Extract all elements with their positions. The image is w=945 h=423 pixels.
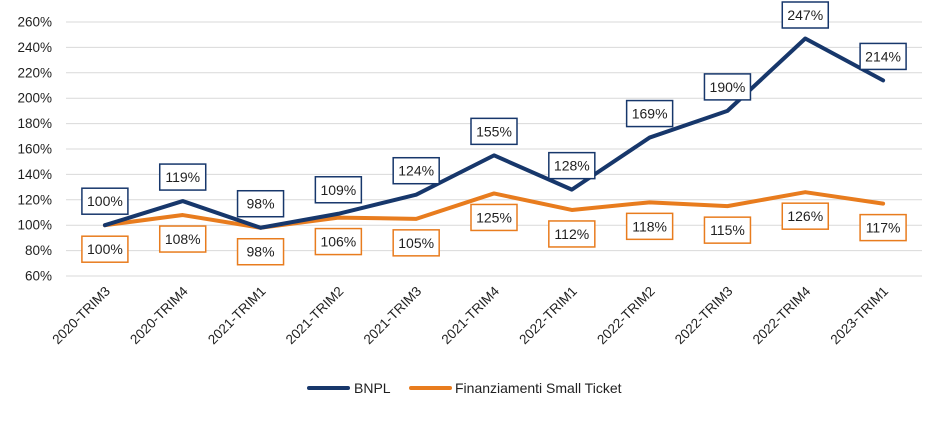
y-tick-label: 80%	[25, 243, 52, 258]
y-tick-label: 140%	[17, 167, 52, 182]
y-tick-label: 60%	[25, 269, 52, 284]
x-tick-label: 2021-TRIM1	[205, 284, 269, 348]
data-label-box: 169%	[627, 101, 673, 127]
x-tick-label: 2021-TRIM3	[361, 284, 425, 348]
y-tick-label: 240%	[17, 40, 52, 55]
data-label-box: 112%	[549, 221, 595, 247]
data-label: 112%	[554, 226, 589, 242]
data-label-box: 119%	[160, 164, 206, 190]
data-label: 128%	[554, 158, 590, 174]
data-label: 100%	[87, 241, 123, 257]
data-label: 118%	[632, 218, 667, 234]
data-label-box: 128%	[549, 153, 595, 179]
data-label-box: 125%	[471, 204, 517, 230]
data-label: 117%	[866, 220, 901, 236]
data-label: 106%	[320, 234, 356, 250]
y-tick-label: 120%	[17, 192, 52, 207]
x-tick-label: 2022-TRIM4	[750, 283, 814, 347]
y-tick-label: 200%	[17, 91, 52, 106]
data-label: 169%	[632, 106, 668, 122]
data-label: 247%	[787, 7, 823, 23]
legend-label: Finanziamenti Small Ticket	[455, 380, 622, 396]
legend-item-bnpl: BNPL	[309, 380, 391, 396]
x-tick-label: 2023-TRIM1	[828, 284, 892, 348]
data-label: 115%	[710, 222, 745, 238]
data-label-box: 98%	[238, 191, 284, 217]
data-label: 126%	[787, 208, 823, 224]
data-label-box: 109%	[315, 177, 361, 203]
x-tick-label: 2020-TRIM3	[49, 284, 113, 348]
data-label-box: 100%	[82, 236, 128, 262]
data-labels: 100% 119% 98% 109% 124% 155% 128% 169% 190% 247% 2…	[82, 2, 906, 265]
data-label: 98%	[247, 196, 275, 212]
data-label: 109%	[320, 182, 356, 198]
x-tick-label: 2022-TRIM1	[516, 284, 580, 348]
data-label-box: 126%	[782, 203, 828, 229]
data-label: 124%	[398, 163, 434, 179]
y-axis-ticks: 60% 80% 100% 120% 140% 160% 180% 200% 220% 240% 26…	[17, 15, 52, 284]
data-label-box: 106%	[315, 229, 361, 255]
y-tick-label: 220%	[17, 65, 52, 80]
x-tick-label: 2020-TRIM4	[127, 283, 191, 347]
x-tick-label: 2022-TRIM2	[594, 284, 658, 348]
data-label: 214%	[865, 48, 901, 64]
data-label-box: 214%	[860, 43, 906, 69]
data-label: 119%	[165, 169, 200, 185]
y-tick-label: 180%	[17, 116, 52, 131]
data-label-box: 105%	[393, 230, 439, 256]
data-label-box: 117%	[860, 215, 906, 241]
data-label-box: 115%	[704, 217, 750, 243]
data-label-box: 190%	[704, 74, 750, 100]
data-label: 190%	[710, 79, 746, 95]
data-label: 155%	[476, 123, 512, 139]
x-tick-label: 2021-TRIM2	[283, 284, 347, 348]
y-tick-label: 100%	[17, 218, 52, 233]
data-label: 100%	[87, 193, 123, 209]
legend-item-small-ticket: Finanziamenti Small Ticket	[411, 380, 622, 396]
data-label: 108%	[165, 231, 201, 247]
data-label-box: 124%	[393, 158, 439, 184]
data-label: 125%	[476, 209, 512, 225]
data-label-box: 118%	[627, 213, 673, 239]
data-label: 98%	[247, 244, 275, 260]
data-label-box: 98%	[238, 239, 284, 265]
data-label-box: 247%	[782, 2, 828, 28]
legend: BNPL Finanziamenti Small Ticket	[309, 380, 622, 396]
x-tick-label: 2022-TRIM3	[672, 284, 736, 348]
data-label: 105%	[398, 235, 434, 251]
data-label-box: 100%	[82, 188, 128, 214]
legend-label: BNPL	[354, 380, 391, 396]
x-tick-label: 2021-TRIM4	[438, 283, 502, 347]
y-tick-label: 160%	[17, 142, 52, 157]
y-tick-label: 260%	[17, 15, 52, 30]
data-label-box: 108%	[160, 226, 206, 252]
data-label-box: 155%	[471, 118, 517, 144]
